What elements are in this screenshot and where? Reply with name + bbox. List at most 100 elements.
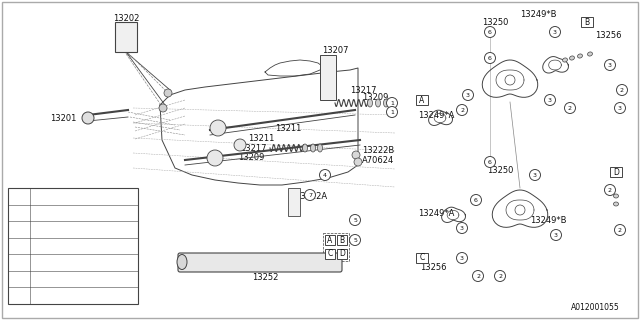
Circle shape [352,151,360,159]
Text: 3: 3 [548,98,552,102]
Text: 6: 6 [474,197,478,203]
Circle shape [319,170,330,180]
Ellipse shape [614,194,618,198]
Circle shape [484,52,495,63]
Circle shape [159,104,167,112]
Text: 1: 1 [390,109,394,115]
Text: 13222B: 13222B [362,146,394,155]
Text: A70624: A70624 [362,156,394,164]
Bar [416,253,428,263]
Ellipse shape [614,202,618,206]
Ellipse shape [563,58,568,62]
Circle shape [387,98,397,108]
Ellipse shape [383,99,388,107]
Circle shape [550,27,561,37]
Text: A: A [419,95,424,105]
Circle shape [605,185,616,196]
Bar [325,249,335,259]
Circle shape [550,229,561,241]
Text: 2: 2 [608,188,612,193]
Circle shape [456,105,467,116]
Circle shape [207,150,223,166]
Circle shape [456,222,467,234]
Circle shape [484,27,495,37]
Text: 13234: 13234 [34,208,61,217]
Ellipse shape [577,54,582,58]
Text: 13202: 13202 [113,13,139,22]
Text: 13250: 13250 [487,165,513,174]
Circle shape [456,252,467,263]
Text: 13201: 13201 [50,114,76,123]
Ellipse shape [177,254,187,269]
Text: D: D [613,167,619,177]
Bar [8,188,138,304]
Ellipse shape [588,52,593,56]
Bar [337,249,347,259]
Bar [320,55,336,100]
Text: 13209: 13209 [362,92,388,101]
Text: 7: 7 [20,293,24,298]
Text: 2: 2 [20,210,24,215]
Ellipse shape [367,99,372,107]
Circle shape [349,214,360,226]
Text: 13256: 13256 [420,263,447,273]
Circle shape [564,102,575,114]
FancyBboxPatch shape [178,253,342,272]
Text: 13211: 13211 [275,124,301,132]
Text: 6: 6 [20,277,24,282]
Ellipse shape [317,144,323,152]
Text: 4: 4 [323,172,327,178]
Circle shape [470,195,481,205]
Text: 6: 6 [488,29,492,35]
Text: 3: 3 [553,29,557,35]
Text: C: C [328,250,333,259]
Bar [115,22,137,52]
Text: B: B [584,18,589,27]
Circle shape [164,89,172,97]
Ellipse shape [310,144,316,152]
Bar [416,95,428,105]
Text: 6: 6 [488,159,492,164]
Text: 1: 1 [20,194,24,199]
Text: 13249*A: 13249*A [418,110,454,119]
Circle shape [305,189,316,201]
Text: 3: 3 [618,106,622,110]
Text: 13217: 13217 [350,85,376,94]
Circle shape [616,84,627,95]
Text: 13222: 13222 [34,242,60,251]
Text: 3: 3 [466,92,470,98]
Text: 13210: 13210 [34,192,60,201]
Text: 13250: 13250 [482,18,508,27]
Circle shape [614,102,625,114]
Text: 4: 4 [20,244,24,249]
Text: 13249*A: 13249*A [418,209,454,218]
Circle shape [16,257,28,268]
Text: 6: 6 [488,55,492,60]
Circle shape [614,225,625,236]
Text: 2: 2 [476,274,480,278]
Bar [288,188,300,216]
Ellipse shape [607,186,612,190]
Circle shape [82,112,94,124]
Text: 2: 2 [498,274,502,278]
Text: 3: 3 [533,172,537,178]
Text: 5: 5 [353,237,357,243]
Bar [337,235,347,245]
Circle shape [484,156,495,167]
Text: 13256: 13256 [595,30,621,39]
Text: B010306160(1): B010306160(1) [34,291,99,300]
Text: A012001055: A012001055 [572,303,620,313]
Ellipse shape [303,144,307,152]
Bar [581,17,593,27]
Circle shape [495,270,506,282]
Text: C: C [419,253,424,262]
Circle shape [16,223,28,236]
Text: D: D [339,250,345,259]
Text: 13217: 13217 [240,143,266,153]
Circle shape [354,158,362,166]
Bar [323,233,349,261]
Circle shape [210,120,226,136]
Text: 13211: 13211 [248,133,275,142]
Circle shape [16,273,28,285]
Circle shape [605,60,616,70]
